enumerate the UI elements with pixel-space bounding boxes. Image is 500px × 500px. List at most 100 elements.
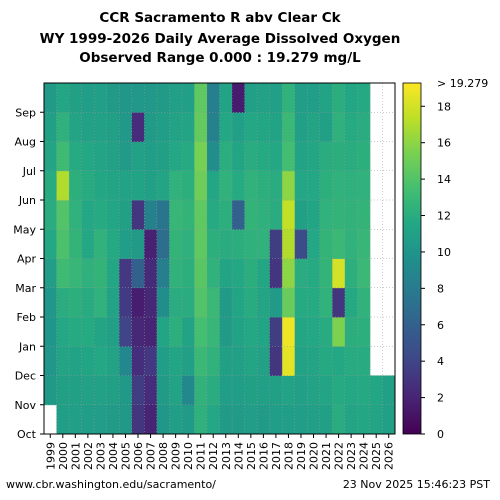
heatmap-cell-2000-Aug bbox=[56, 112, 70, 142]
heatmap-cell-2009-May bbox=[169, 200, 183, 230]
heatmap-cell-2023-Jun bbox=[344, 170, 358, 201]
heatmap-cell-2023-Mar bbox=[344, 258, 358, 289]
heatmap-cell-2015-Aug bbox=[244, 112, 258, 142]
heatmap-cell-2005-Nov bbox=[119, 375, 133, 406]
heatmap-cell-2010-Jul bbox=[181, 141, 195, 172]
y-tick-label-Apr: Apr bbox=[17, 253, 37, 266]
heatmap-cell-2013-Dec bbox=[219, 346, 233, 376]
heatmap-cell-2010-Sep bbox=[181, 83, 195, 113]
heatmap-cell-2003-Jun bbox=[94, 170, 108, 201]
heatmap-cell-2015-Dec bbox=[244, 346, 258, 376]
heatmap-cell-2019-Aug bbox=[294, 112, 308, 142]
heatmap-cell-2003-Aug bbox=[94, 112, 108, 142]
heatmap-cell-2002-May bbox=[81, 200, 95, 230]
heatmap-cell-2015-Jan bbox=[244, 317, 258, 347]
x-tick-label-2015: 2015 bbox=[245, 442, 258, 470]
heatmap-cell-2015-May bbox=[244, 200, 258, 230]
colorbar-tick-label-0: 0 bbox=[437, 428, 444, 441]
heatmap-cell-2014-Dec bbox=[232, 346, 245, 376]
heatmap-cell-2021-May bbox=[319, 200, 333, 230]
heatmap-cell-2002-Nov bbox=[81, 375, 95, 406]
x-tick-label-2003: 2003 bbox=[94, 442, 107, 470]
heatmap-cell-2004-Feb bbox=[106, 287, 120, 318]
x-tick-label-2020: 2020 bbox=[308, 442, 321, 470]
heatmap-cell-2004-Jun bbox=[106, 170, 120, 201]
chart-title-line-2: WY 1999-2026 Daily Average Dissolved Oxy… bbox=[39, 31, 401, 47]
heatmap-cell-2018-Nov bbox=[282, 375, 296, 406]
heatmap-cell-2012-May bbox=[206, 200, 220, 230]
x-tick-label-2009: 2009 bbox=[170, 442, 183, 470]
colorbar-tick-label-18: 18 bbox=[437, 100, 451, 113]
heatmap-cell-2009-Mar bbox=[169, 258, 183, 289]
heatmap-cell-2000-Feb bbox=[56, 287, 70, 318]
x-tick-label-2005: 2005 bbox=[119, 442, 132, 470]
heatmap-cell-2009-Aug bbox=[169, 112, 183, 142]
heatmap-cell-2025-Oct bbox=[369, 404, 383, 435]
heatmap-cell-2000-May bbox=[56, 200, 70, 230]
heatmap-cell-2001-Feb bbox=[69, 287, 83, 318]
heatmap-cell-2022-Aug bbox=[332, 112, 346, 142]
heatmap-cell-2015-Sep bbox=[244, 83, 258, 113]
heatmap-cell-2009-Jan bbox=[169, 317, 183, 347]
heatmap-cell-1999-Nov bbox=[44, 375, 57, 406]
heatmap-cell-2004-Nov bbox=[106, 375, 120, 406]
heatmap-cell-2022-Nov bbox=[332, 375, 346, 406]
heatmap-cell-2007-Mar bbox=[144, 258, 158, 289]
x-tick-label-2006: 2006 bbox=[132, 442, 145, 470]
heatmap-cell-2009-Apr bbox=[169, 229, 183, 259]
heatmap-cell-2023-May bbox=[344, 200, 358, 230]
heatmap-cell-2020-Aug bbox=[307, 112, 321, 142]
x-tick-label-2007: 2007 bbox=[145, 442, 158, 470]
heatmap-cell-2010-Oct bbox=[181, 404, 195, 435]
heatmap-cell-2023-Feb bbox=[344, 287, 358, 318]
heatmap-cell-2007-May bbox=[144, 200, 158, 230]
heatmap-cell-2005-Jun bbox=[119, 170, 133, 201]
heatmap-cell-2016-Jan bbox=[257, 317, 271, 347]
heatmap-cell-2013-Jul bbox=[219, 141, 233, 172]
heatmap-cell-2007-Jan bbox=[144, 317, 158, 347]
heatmap-cell-2012-Apr bbox=[206, 229, 220, 259]
heatmap-cell-2003-Mar bbox=[94, 258, 108, 289]
heatmap-cell-2012-Jun bbox=[206, 170, 220, 201]
heatmap-cell-2010-Jun bbox=[181, 170, 195, 201]
heatmap-cell-2008-Nov bbox=[156, 375, 170, 406]
heatmap-cell-2007-Dec bbox=[144, 346, 158, 376]
heatmap-cell-2017-Jul bbox=[269, 141, 283, 172]
heatmap-cell-2016-Sep bbox=[257, 83, 271, 113]
heatmap-cell-2010-Apr bbox=[181, 229, 195, 259]
heatmap-cell-2013-Aug bbox=[219, 112, 233, 142]
heatmap-cell-2018-Apr bbox=[282, 229, 296, 259]
heatmap-cell-2008-Jan bbox=[156, 317, 170, 347]
heatmap-cell-2014-Nov bbox=[232, 375, 245, 406]
heatmap-cell-2005-Jul bbox=[119, 141, 133, 172]
heatmap-cell-2006-Sep bbox=[131, 83, 145, 113]
heatmap-cell-2014-Jan bbox=[232, 317, 245, 347]
heatmap-cell-2000-Jul bbox=[56, 141, 70, 172]
heatmap-cell-2020-Oct bbox=[307, 404, 321, 435]
heatmap-cell-2014-May bbox=[232, 200, 245, 230]
heatmap-cell-2009-Feb bbox=[169, 287, 183, 318]
heatmap-cell-2013-Feb bbox=[219, 287, 233, 318]
colorbar-top-label: > 19.279 bbox=[437, 77, 488, 90]
heatmap-cell-2005-Sep bbox=[119, 83, 133, 113]
heatmap-cell-2017-Mar bbox=[269, 258, 283, 289]
x-tick-label-2002: 2002 bbox=[82, 442, 95, 470]
heatmap-cell-2020-Sep bbox=[307, 83, 321, 113]
heatmap-cell-2011-Feb bbox=[194, 287, 208, 318]
heatmap-cell-2005-May bbox=[119, 200, 133, 230]
heatmap-cell-2020-Apr bbox=[307, 229, 321, 259]
heatmap-cell-2023-Oct bbox=[344, 404, 358, 435]
heatmap-cell-2004-Jul bbox=[106, 141, 120, 172]
heatmap-cell-2009-Nov bbox=[169, 375, 183, 406]
heatmap-cell-2013-Oct bbox=[219, 404, 233, 435]
heatmap-cell-2001-May bbox=[69, 200, 83, 230]
x-tick-label-2018: 2018 bbox=[282, 442, 295, 470]
x-tick-label-2021: 2021 bbox=[320, 442, 333, 470]
heatmap-cell-2024-May bbox=[357, 200, 371, 230]
heatmap-cell-2023-Aug bbox=[344, 112, 358, 142]
heatmap-cell-2005-Feb bbox=[119, 287, 133, 318]
heatmap-cell-2016-May bbox=[257, 200, 271, 230]
heatmap-cell-2010-Mar bbox=[181, 258, 195, 289]
heatmap-cell-1999-May bbox=[44, 200, 57, 230]
heatmap-cell-2001-Aug bbox=[69, 112, 83, 142]
